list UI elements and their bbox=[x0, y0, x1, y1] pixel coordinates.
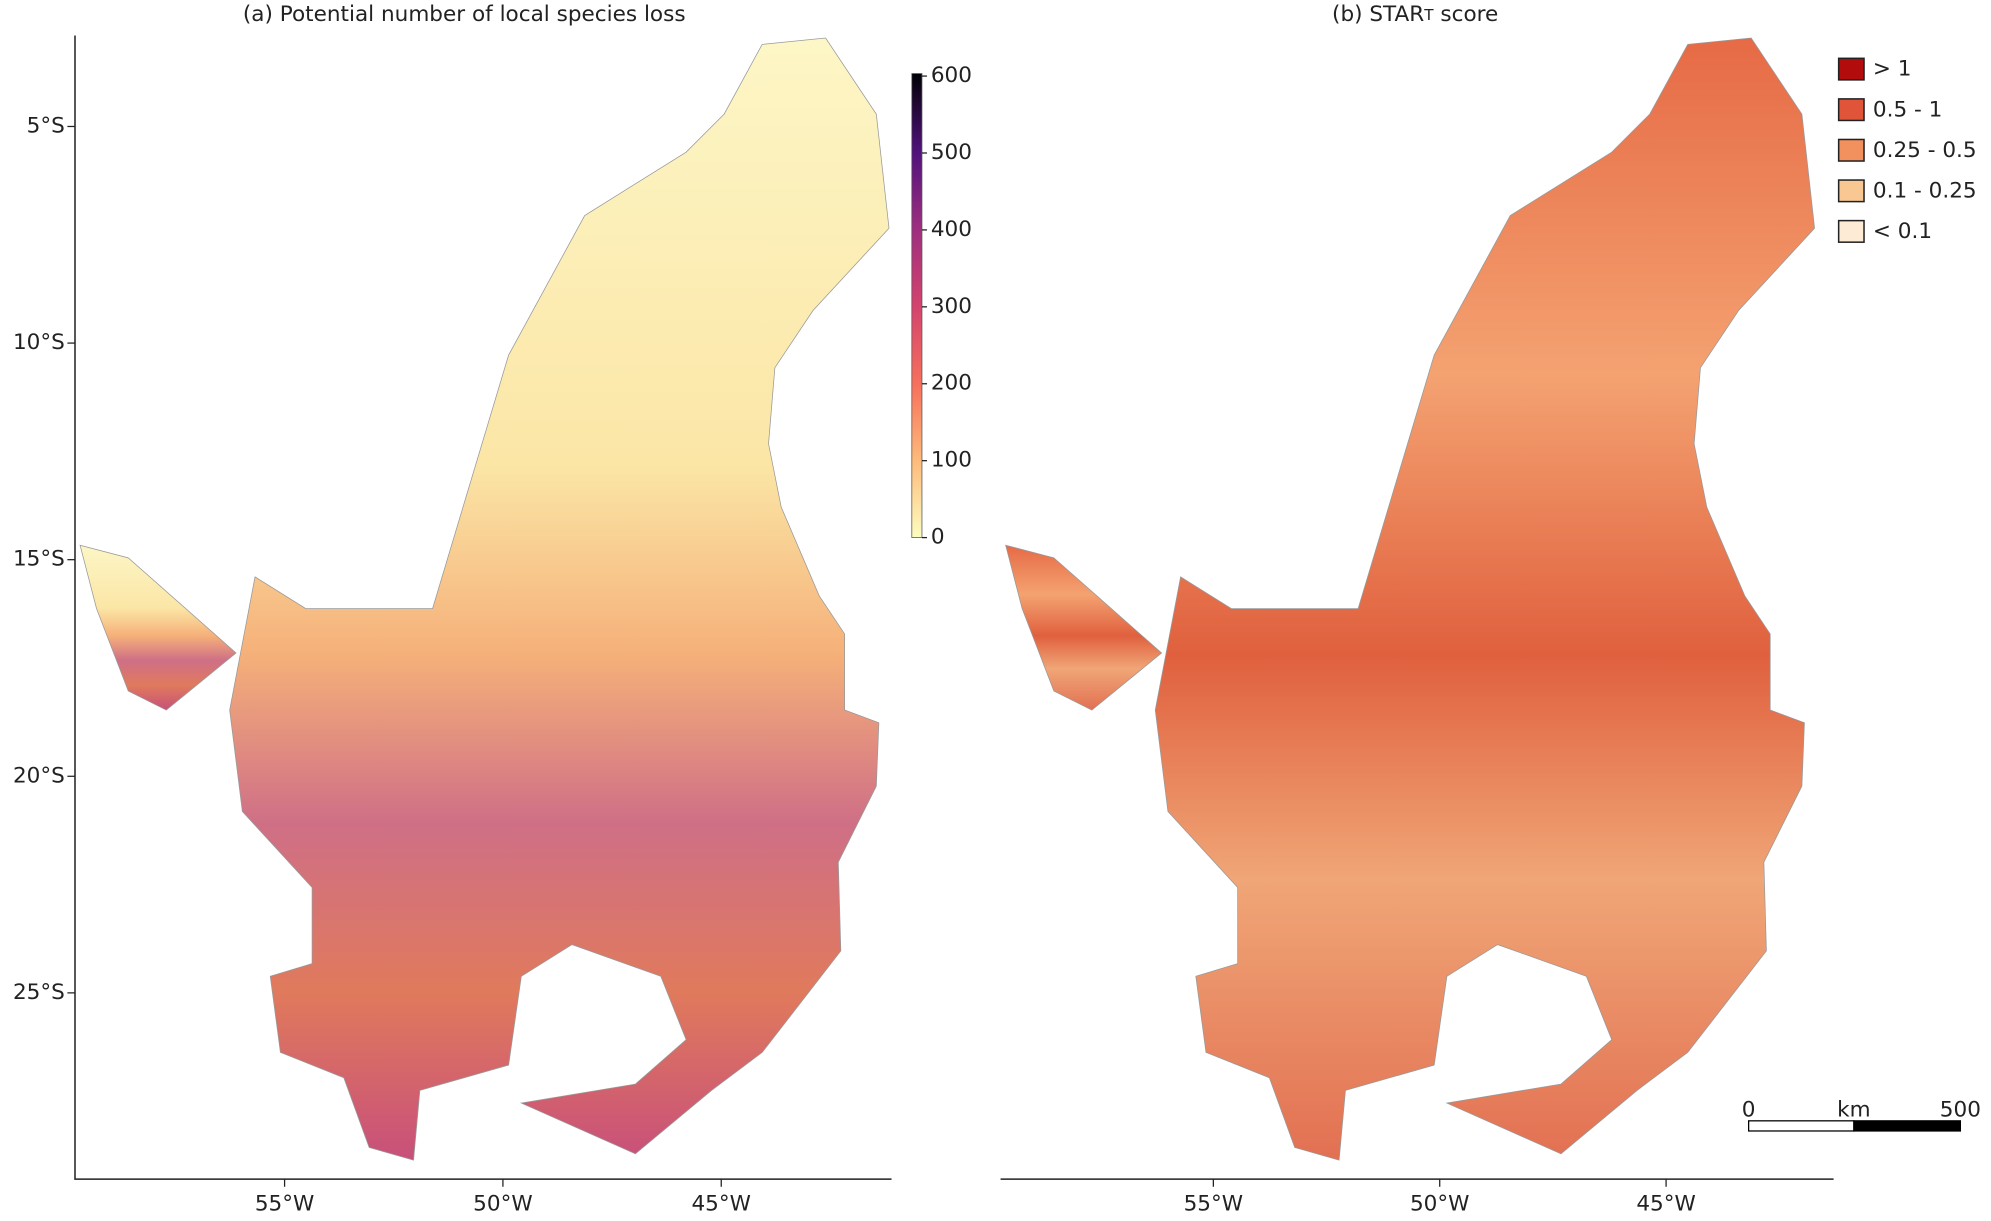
colorbar-tick-label: 200 bbox=[931, 371, 972, 396]
legend-swatch bbox=[1837, 98, 1865, 122]
legend-label: 0.5 - 1 bbox=[1873, 97, 1942, 122]
x-tick-label: 55°W bbox=[255, 1192, 315, 1217]
y-tick-label: 5°S bbox=[27, 113, 65, 138]
colorbar-tick-label: 400 bbox=[931, 217, 972, 242]
title-part: (b) STAR bbox=[1332, 2, 1424, 27]
x-tick-label: 50°W bbox=[473, 1192, 532, 1217]
legend-label: < 0.1 bbox=[1873, 219, 1932, 244]
legend-swatch bbox=[1837, 179, 1865, 203]
colorbar-tick-label: 600 bbox=[931, 63, 972, 88]
legend-swatch bbox=[1837, 57, 1865, 81]
panel-title: (b) START score bbox=[1332, 2, 1498, 27]
y-tick-label: 25°S bbox=[13, 980, 65, 1005]
legend-label: > 1 bbox=[1873, 57, 1912, 82]
title-part: T bbox=[1423, 6, 1434, 24]
legend-swatch bbox=[1837, 219, 1865, 243]
map-a bbox=[79, 37, 890, 1161]
colorbar bbox=[911, 73, 923, 538]
colorbar-tick-label: 100 bbox=[931, 448, 972, 473]
y-tick-label: 15°S bbox=[13, 547, 65, 572]
scalebar-label: km bbox=[1837, 1098, 1870, 1123]
scalebar-label: 0 bbox=[1742, 1098, 1756, 1123]
colorbar-tick-label: 300 bbox=[931, 294, 972, 319]
axis-a bbox=[74, 35, 892, 1180]
scalebar-label: 500 bbox=[1940, 1098, 1981, 1123]
y-tick-label: 20°S bbox=[13, 763, 65, 788]
y-tick-label: 10°S bbox=[13, 330, 65, 355]
legend-label: 0.1 - 0.25 bbox=[1873, 178, 1977, 203]
colorbar-tick-label: 500 bbox=[931, 140, 972, 165]
colorbar-tick-label: 0 bbox=[931, 525, 945, 550]
x-tick-label: 55°W bbox=[1184, 1192, 1244, 1217]
x-tick-label: 50°W bbox=[1410, 1192, 1470, 1217]
title-part: score bbox=[1434, 2, 1499, 27]
map-b bbox=[1005, 37, 1816, 1161]
legend-label: 0.25 - 0.5 bbox=[1873, 138, 1977, 163]
legend-swatch bbox=[1837, 138, 1865, 162]
panel-title: (a) Potential number of local species lo… bbox=[243, 2, 686, 27]
x-tick-label: 45°W bbox=[1636, 1192, 1696, 1217]
scalebar-black bbox=[1853, 1120, 1962, 1132]
x-tick-label: 45°W bbox=[691, 1192, 751, 1217]
